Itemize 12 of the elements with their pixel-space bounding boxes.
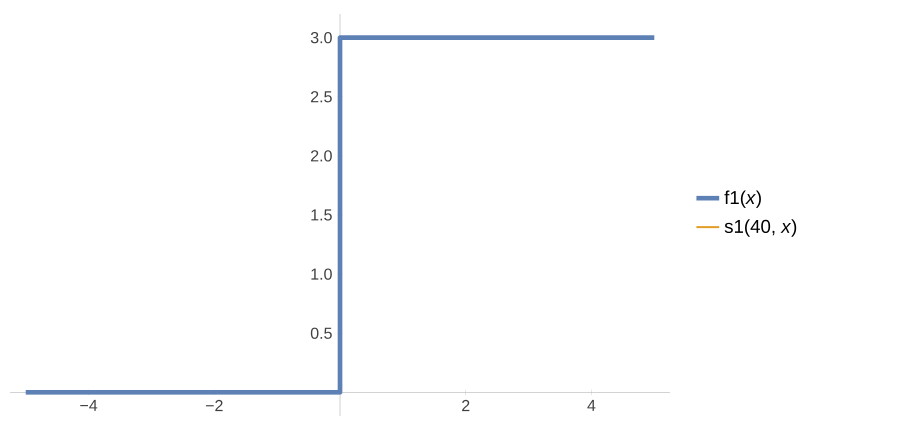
x-tick-label: 4	[587, 400, 596, 411]
x-tick-label: −2	[206, 400, 223, 412]
x-tick-label: 2	[462, 400, 470, 412]
y-tick-label: 2.5	[311, 91, 332, 102]
y-tick-label: 1.5	[311, 209, 332, 221]
legend-label: s1(40, x)	[724, 219, 796, 237]
x-tick-label: −4	[80, 400, 98, 411]
y-tick-label: 3.0	[310, 32, 332, 44]
y-tick-label: 0.5	[310, 328, 332, 339]
legend-label: f1(x)	[724, 190, 761, 208]
y-tick-label: 2.0	[311, 150, 332, 162]
y-tick-label: 1.0	[311, 268, 332, 280]
